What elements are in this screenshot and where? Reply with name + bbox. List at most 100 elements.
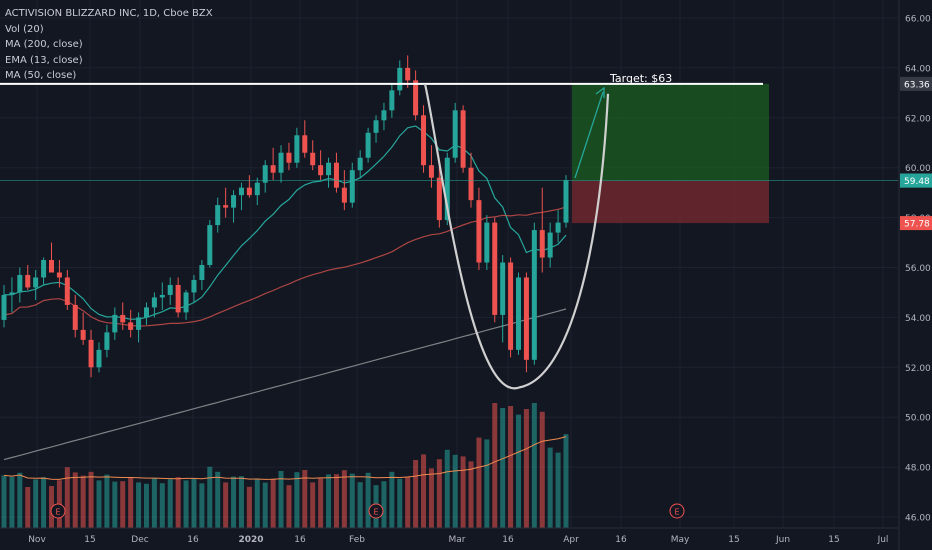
indicator-legend: ACTIVISION BLIZZARD INC, 1D, Cboe BZX Vo… — [5, 6, 213, 84]
target-annotation: Target: $63 — [609, 72, 672, 85]
volume-ma-line — [3, 436, 567, 480]
volume-bar — [238, 476, 244, 528]
candle-body — [341, 187, 347, 203]
symbol-title[interactable]: ACTIVISION BLIZZARD INC, 1D, Cboe BZX — [5, 8, 213, 19]
volume-bar — [183, 480, 189, 528]
candle-body — [484, 222, 490, 263]
price-axis[interactable]: 66.0064.0062.0060.0058.0056.0054.0052.00… — [898, 0, 932, 550]
volume-bar — [191, 478, 197, 528]
volume-bars — [1, 403, 569, 528]
volume-bar — [262, 482, 268, 528]
candle-body — [563, 180, 569, 223]
legend-ma200[interactable]: MA (200, close) — [5, 39, 83, 50]
volume-bar — [159, 483, 165, 528]
volume-bar — [302, 470, 308, 528]
volume-bar — [468, 461, 474, 528]
price-badge-label: 59.48 — [904, 177, 930, 187]
x-tick-label: Dec — [131, 535, 148, 545]
volume-bar — [120, 481, 126, 528]
target-arrow — [574, 91, 604, 179]
candle-body — [468, 167, 474, 201]
candle-body — [246, 187, 252, 196]
volume-bar — [523, 409, 529, 528]
time-axis[interactable]: Nov 15 Dec 16 2020 16 Feb Mar 16 Apr 16 May 15 Jun 15 J… — [0, 503, 898, 545]
x-tick-label: 15 — [728, 535, 739, 545]
legend-ema13[interactable]: EMA (13, close) — [5, 54, 83, 66]
candle-body — [151, 297, 157, 308]
x-tick-label: 2020 — [238, 535, 263, 545]
legend-ma50[interactable]: MA (50, close) — [5, 70, 77, 81]
earnings-marker — [50, 503, 66, 519]
candle-body — [207, 225, 213, 266]
candle-body — [9, 292, 15, 295]
volume-bar — [96, 480, 102, 528]
y-tick-label: 66.00 — [905, 15, 931, 25]
candle-body — [373, 120, 379, 133]
price-badge — [900, 173, 932, 188]
volume-bar — [80, 475, 86, 528]
indicator-lines — [3, 125, 567, 480]
candle-body — [223, 205, 229, 208]
x-tick-label: Apr — [563, 535, 579, 545]
candle-body — [143, 307, 149, 318]
volume-bar — [476, 437, 482, 528]
user-drawings[interactable]: Target: $63 — [0, 72, 898, 390]
x-tick-label: 16 — [187, 535, 199, 545]
candle-body — [318, 165, 324, 176]
volume-bar — [175, 477, 181, 528]
candle-body — [444, 157, 450, 221]
candle-body — [96, 349, 102, 368]
cup-pattern-curve — [423, 83, 610, 390]
candle-body — [56, 272, 62, 278]
candle-body — [397, 67, 403, 91]
candle-body — [452, 110, 458, 158]
candle-body — [136, 317, 142, 330]
x-tick-label: Jun — [775, 535, 790, 545]
candle-body — [492, 222, 498, 315]
volume-bar — [48, 486, 54, 528]
volume-bar — [397, 478, 403, 528]
loss-zone — [572, 180, 769, 224]
volume-bar — [508, 406, 514, 528]
x-tick-label: Jul — [877, 535, 889, 545]
volume-bar — [326, 474, 332, 528]
candle-body — [413, 80, 419, 116]
volume-bar — [215, 471, 221, 528]
price-badge-label: 63.36 — [904, 80, 930, 90]
candle-body — [326, 162, 332, 176]
candle-body — [48, 260, 54, 273]
volume-bar — [357, 482, 363, 528]
candle-body — [333, 162, 339, 188]
volume-bar — [492, 403, 498, 528]
candle-body — [428, 165, 434, 178]
volume-bar — [72, 472, 78, 528]
x-tick-label: Nov — [28, 535, 46, 545]
volume-bar — [547, 447, 553, 528]
volume-bar — [64, 467, 70, 528]
volume-bar — [246, 486, 252, 528]
y-tick-label: 52.00 — [905, 364, 931, 374]
legend-vol[interactable]: Vol (20) — [5, 23, 44, 35]
volume-bar — [136, 482, 142, 528]
volume-bar — [365, 472, 371, 528]
candle-body — [365, 132, 371, 158]
candle-body — [254, 182, 260, 196]
candles — [1, 55, 569, 378]
volume-bar — [270, 478, 276, 528]
candle-body — [17, 274, 23, 293]
volume-bar — [405, 476, 411, 528]
candle-body — [516, 277, 522, 350]
volume-bar — [254, 479, 260, 528]
y-tick-label: 60.00 — [905, 164, 931, 174]
volume-bar — [151, 478, 157, 528]
volume-bar — [484, 439, 490, 528]
candle-body — [310, 152, 316, 166]
x-tick-label: Mar — [449, 535, 466, 545]
volume-bar — [436, 459, 442, 528]
candle-body — [547, 232, 553, 258]
y-tick-label: 48.00 — [905, 464, 931, 474]
volume-bar — [500, 408, 506, 528]
volume-bar — [460, 456, 466, 528]
